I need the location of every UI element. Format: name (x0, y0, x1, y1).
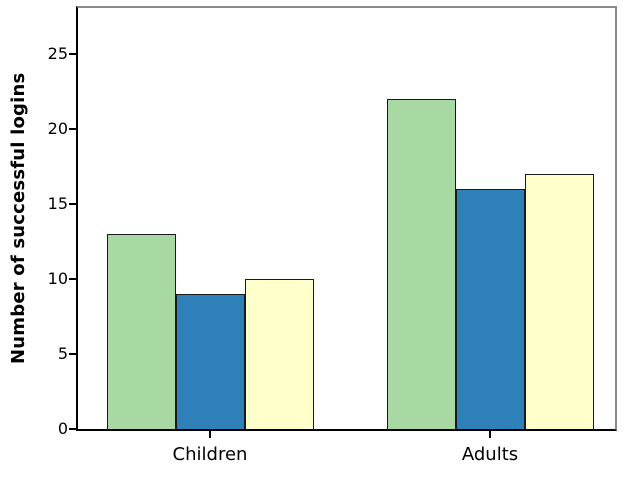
y-tick-mark (69, 53, 76, 55)
category-label-children: Children (172, 444, 248, 465)
y-tick-mark (69, 128, 76, 130)
y-tick-label: 15 (47, 194, 68, 213)
bar-children-blue (175, 294, 245, 429)
bar-adults-blue (455, 189, 525, 429)
y-tick-label: 25 (47, 44, 68, 63)
y-tick-label: 5 (57, 344, 68, 363)
category-label-adults: Adults (461, 444, 519, 465)
y-tick-mark (69, 203, 76, 205)
y-axis-label: Number of successful logins (8, 72, 29, 365)
bar-children-green (106, 234, 176, 429)
y-tick-label: 0 (57, 419, 68, 438)
bar-children-yellow (244, 279, 314, 429)
y-tick-label: 10 (47, 269, 68, 288)
x-tick-mark (209, 431, 211, 438)
y-tick-label: 20 (47, 119, 68, 138)
plot-area: 0 5 10 15 20 25 Children Adults (48, 6, 617, 465)
y-tick-mark (69, 353, 76, 355)
x-tick-mark (489, 431, 491, 438)
y-tick-mark (69, 278, 76, 280)
bar-adults-yellow (524, 174, 594, 429)
bar-adults-green (386, 99, 456, 429)
y-tick-mark (69, 428, 76, 430)
